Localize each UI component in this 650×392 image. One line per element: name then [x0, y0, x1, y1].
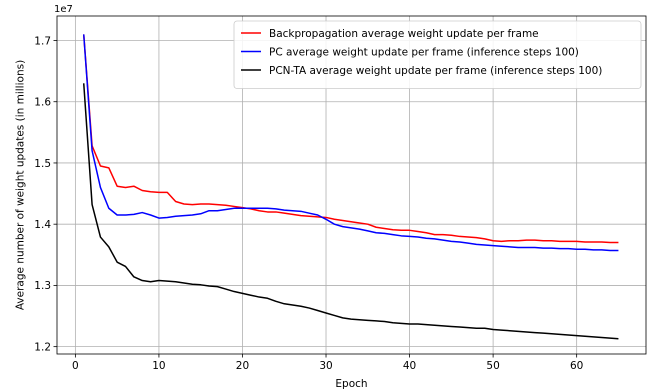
- x-tick-label: 20: [236, 360, 249, 372]
- series-line-3: [82, 83, 619, 340]
- x-tick-label: 0: [72, 360, 79, 372]
- legend-label: PC average weight update per frame (infe…: [269, 46, 579, 58]
- x-tick-label: 30: [319, 360, 332, 372]
- y-tick-label: 1.3: [34, 280, 51, 292]
- legend-label: Backpropagation average weight update pe…: [269, 28, 539, 40]
- legend: Backpropagation average weight update pe…: [233, 20, 642, 89]
- y-tick-label: 1.2: [34, 341, 51, 353]
- y-axis-offset-label: 1e7: [54, 4, 73, 15]
- y-axis-label: Average number of weight updates (in mil…: [15, 60, 27, 310]
- y-axis-ticks: 1.2 1.3 1.4 1.5 1.6 1.7: [34, 35, 57, 353]
- x-tick-label: 60: [570, 360, 583, 372]
- y-tick-label: 1.5: [34, 158, 51, 170]
- series-line-1: [82, 34, 619, 244]
- x-tick-label: 50: [486, 360, 499, 372]
- series-line-2: [82, 34, 619, 252]
- x-tick-label: 10: [152, 360, 165, 372]
- x-tick-label: 40: [403, 360, 416, 372]
- legend-box: [233, 20, 642, 89]
- y-tick-label: 1.7: [34, 35, 51, 47]
- x-axis-ticks: 0 10 20 30 40 50 60: [72, 354, 583, 372]
- y-tick-label: 1.4: [34, 219, 51, 231]
- legend-label: PCN-TA average weight update per frame (…: [269, 65, 602, 77]
- plot-frame: [56, 15, 647, 355]
- y-tick-label: 1.6: [34, 97, 51, 109]
- x-axis-label: Epoch: [335, 378, 367, 390]
- plot-series: [82, 34, 619, 340]
